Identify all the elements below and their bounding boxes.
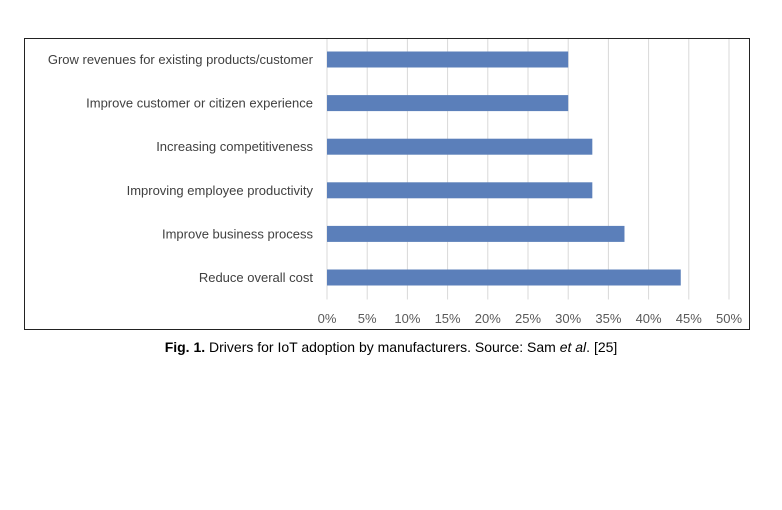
x-tick-label: 40%: [636, 311, 662, 326]
x-tick-label: 20%: [475, 311, 501, 326]
x-tick-label: 10%: [394, 311, 420, 326]
bar: [327, 225, 625, 242]
bar-chart: Grow revenues for existing products/cust…: [48, 39, 742, 326]
x-tick-label: 30%: [555, 311, 581, 326]
x-tick-label: 5%: [358, 311, 377, 326]
bar: [327, 269, 681, 286]
figure-caption: Fig. 1. Drivers for IoT adoption by manu…: [0, 339, 782, 355]
chart-frame: Grow revenues for existing products/cust…: [24, 38, 750, 330]
caption-text: Drivers for IoT adoption by manufacturer…: [205, 339, 560, 355]
category-label: Improving employee productivity: [127, 183, 314, 198]
category-label: Increasing competitiveness: [156, 139, 313, 154]
caption-text-end: . [25]: [586, 339, 618, 355]
x-tick-label: 15%: [435, 311, 461, 326]
caption-italic: et al: [559, 339, 587, 355]
x-tick-label: 0%: [318, 311, 337, 326]
category-label: Reduce overall cost: [199, 270, 314, 285]
bar: [327, 51, 569, 68]
category-label: Improve customer or citizen experience: [86, 96, 313, 111]
bar: [327, 138, 593, 155]
x-tick-label: 25%: [515, 311, 541, 326]
x-tick-label: 45%: [676, 311, 702, 326]
caption-label: Fig. 1.: [164, 339, 206, 355]
bar: [327, 95, 569, 112]
x-tick-label: 35%: [595, 311, 621, 326]
x-tick-label: 50%: [716, 311, 742, 326]
bar: [327, 182, 593, 199]
category-label: Grow revenues for existing products/cust…: [48, 52, 314, 67]
category-label: Improve business process: [162, 226, 314, 241]
